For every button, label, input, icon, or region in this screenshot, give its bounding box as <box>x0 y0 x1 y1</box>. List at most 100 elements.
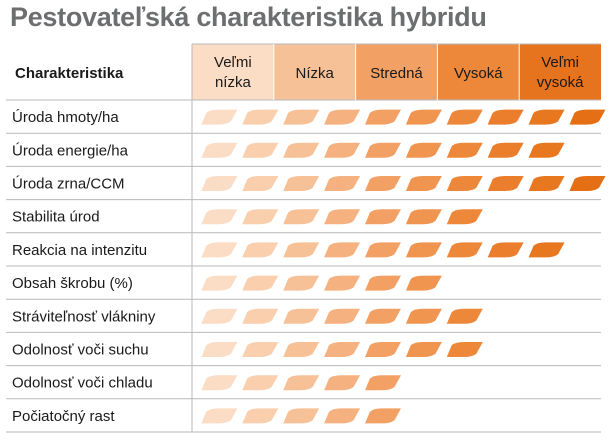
row-label: Obsah škrobu (%) <box>12 275 133 292</box>
rating-leaf <box>242 275 279 291</box>
rating-leaf <box>446 142 483 158</box>
rating-leaf <box>242 308 279 324</box>
rating-leaf <box>364 176 401 191</box>
rating-leaf <box>405 109 442 125</box>
rating-leaf <box>405 209 442 225</box>
rating-leaf <box>201 342 238 357</box>
row-header-label: Charakteristika <box>15 65 124 82</box>
rating-leaf <box>405 275 442 291</box>
rating-leaf <box>405 342 442 357</box>
rating-leaf <box>201 408 238 424</box>
rating-leaf <box>324 142 361 158</box>
level-header-cell <box>273 44 356 100</box>
rating-leaf <box>283 209 320 225</box>
rating-leaf <box>446 176 483 191</box>
rating-leaf <box>569 109 606 125</box>
rating-leaf <box>283 176 320 191</box>
rating-leaf <box>364 142 401 158</box>
rating-leaf <box>324 109 361 125</box>
rating-leaf <box>283 375 320 391</box>
rating-leaf <box>324 308 361 324</box>
rating-leaf <box>405 308 442 324</box>
rating-leaf <box>201 109 238 125</box>
row-label: Odolnosť voči suchu <box>12 342 149 359</box>
rating-leaf <box>201 176 238 191</box>
level-header-label: Stredná <box>370 65 423 82</box>
level-header-label: Veľmi <box>214 54 252 71</box>
rating-leaf <box>364 375 401 391</box>
rating-leaf <box>324 176 361 191</box>
rating-leaf <box>405 242 442 258</box>
rating-leaf <box>324 408 361 424</box>
level-header-label: Veľmi <box>541 54 579 71</box>
rating-leaf <box>242 242 279 258</box>
rating-leaf <box>283 109 320 125</box>
rating-leaf <box>283 342 320 357</box>
rating-leaf <box>242 209 279 225</box>
rating-leaf <box>364 109 401 125</box>
rating-leaf <box>324 375 361 391</box>
rating-leaf <box>364 308 401 324</box>
rating-leaf <box>283 242 320 258</box>
row-label: Úroda zrna/CCM <box>12 176 125 193</box>
rating-leaf <box>364 408 401 424</box>
rating-leaf <box>201 375 238 391</box>
row-label: Stabilita úrod <box>12 209 100 226</box>
rating-leaf <box>446 342 483 357</box>
rating-leaf <box>201 142 238 158</box>
level-header-label: nízka <box>215 74 252 91</box>
rating-leaf <box>242 408 279 424</box>
rating-leaf <box>242 176 279 191</box>
rating-leaf <box>364 275 401 291</box>
rating-leaf <box>283 142 320 158</box>
rating-leaf <box>283 408 320 424</box>
rating-leaf <box>364 242 401 258</box>
row-label: Stráviteľnosť vlákniny <box>12 308 156 325</box>
rating-leaf <box>283 308 320 324</box>
rating-leaf <box>201 242 238 258</box>
rating-leaf <box>528 142 565 158</box>
rating-leaf <box>405 176 442 191</box>
rating-leaf <box>528 176 565 191</box>
rating-leaf <box>283 275 320 291</box>
rating-leaf <box>242 109 279 125</box>
row-label: Reakcia na intenzitu <box>12 242 147 259</box>
level-header-label: Vysoká <box>454 65 503 82</box>
rating-leaf <box>528 242 565 258</box>
rating-leaf <box>201 209 238 225</box>
rating-leaf <box>242 375 279 391</box>
page-title: Pestovateľská charakteristika hybridu <box>10 2 487 32</box>
rating-leaf <box>201 308 238 324</box>
rating-leaf <box>446 242 483 258</box>
rating-leaf <box>242 342 279 357</box>
rating-leaf <box>242 142 279 158</box>
rating-leaf <box>405 142 442 158</box>
rating-leaf <box>446 209 483 225</box>
row-label: Odolnosť voči chladu <box>12 375 153 392</box>
rating-leaf <box>487 142 524 158</box>
level-header-cell <box>437 44 520 100</box>
rating-leaf <box>487 176 524 191</box>
rating-leaf <box>446 109 483 125</box>
level-header-cell <box>519 44 601 100</box>
rating-leaf <box>364 342 401 357</box>
row-label: Počiatočný rast <box>12 408 115 425</box>
row-label: Úroda energie/ha <box>12 142 129 159</box>
rating-leaf <box>324 242 361 258</box>
level-header-label: Nízka <box>296 65 335 82</box>
rating-leaf <box>487 109 524 125</box>
rating-leaf <box>487 242 524 258</box>
rating-leaf <box>324 342 361 357</box>
level-header-label: vysoká <box>537 74 584 91</box>
rating-leaf <box>364 209 401 225</box>
rating-leaf <box>201 275 238 291</box>
rating-leaf <box>324 275 361 291</box>
level-header-cell <box>355 44 438 100</box>
rating-leaf <box>324 209 361 225</box>
rating-leaf <box>569 176 606 191</box>
rating-leaf <box>446 308 483 324</box>
row-label: Úroda hmoty/ha <box>12 109 119 126</box>
level-header-cell <box>192 44 274 100</box>
rating-leaf <box>528 109 565 125</box>
